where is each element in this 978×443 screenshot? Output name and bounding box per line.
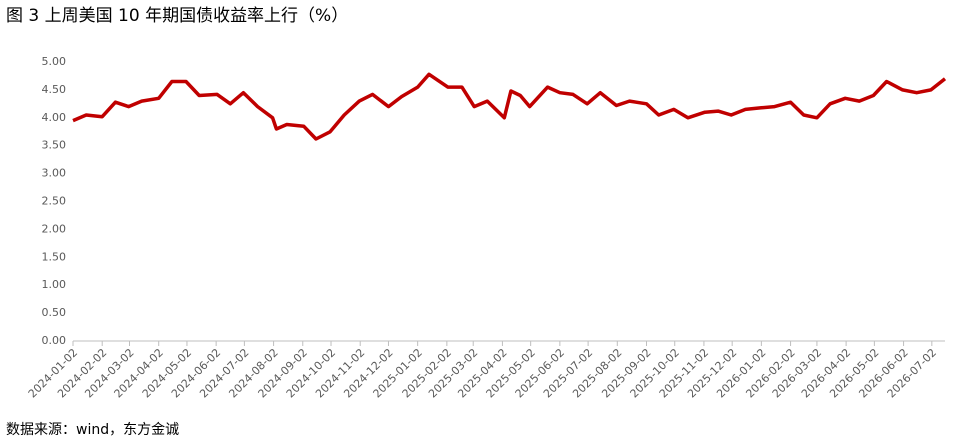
y-tick-label: 5.00: [42, 55, 67, 68]
y-tick-label: 3.00: [42, 167, 67, 180]
y-tick-label: 0.50: [42, 306, 67, 319]
source-note: 数据来源：wind，东方金诚: [6, 422, 179, 438]
y-tick-label: 3.50: [42, 139, 67, 152]
y-tick-label: 4.50: [42, 83, 67, 96]
y-tick-label: 2.00: [42, 222, 67, 235]
chart-title: 图 3 上周美国 10 年期国债收益率上行（%）: [6, 6, 348, 26]
y-tick-label: 1.00: [42, 278, 67, 291]
y-tick-label: 4.00: [42, 111, 67, 124]
line-series: [72, 72, 947, 141]
y-tick-label: 1.50: [42, 250, 67, 263]
y-tick-label: 0.00: [42, 334, 67, 347]
y-tick-label: 2.50: [42, 195, 67, 208]
